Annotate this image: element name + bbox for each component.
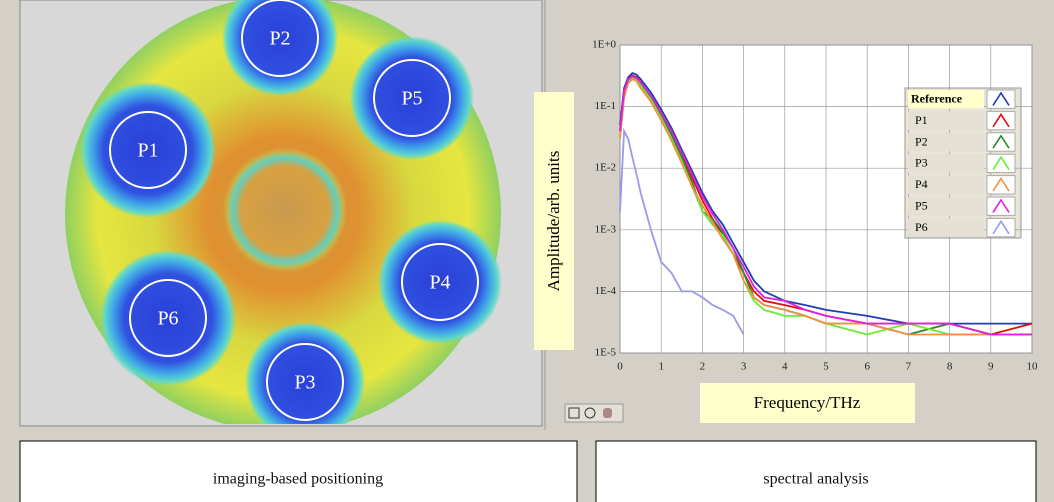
legend-label: P2	[915, 134, 928, 148]
y-tick-label: 1E-3	[595, 223, 617, 235]
hand-tool[interactable]	[603, 408, 612, 418]
position-marker	[401, 243, 479, 321]
blue-region	[350, 36, 474, 160]
legend-label: P4	[915, 177, 928, 191]
x-tick-label: 1	[658, 361, 664, 373]
legend-row	[908, 90, 984, 109]
legend-row	[908, 132, 984, 152]
legend-label: P5	[915, 198, 928, 212]
blue-region	[378, 220, 502, 344]
legend-swatch	[992, 112, 1010, 128]
legend-swatch	[992, 134, 1010, 149]
blue-region	[245, 322, 365, 424]
y-axis-label: Amplitude/arb. units	[544, 151, 563, 292]
position-marker	[129, 279, 207, 357]
x-tick-label: 3	[741, 361, 747, 373]
position-marker	[109, 111, 187, 189]
legend-label: P6	[915, 220, 928, 234]
y-tick-label: 1E-1	[595, 100, 616, 112]
legend-swatch	[992, 177, 1010, 192]
position-marker	[241, 0, 319, 77]
position-label: P5	[401, 88, 422, 110]
position-marker	[266, 343, 344, 421]
x-tick-label: 2	[700, 361, 706, 373]
y-tick-label: 1E-2	[595, 162, 616, 174]
legend-swatch	[992, 155, 1010, 171]
x-tick-label: 4	[782, 361, 788, 373]
y-tick-label: 1E-5	[595, 347, 617, 359]
legend-row	[908, 175, 984, 194]
x-tick-label: 8	[947, 361, 953, 373]
position-marker	[373, 59, 451, 137]
legend-row	[908, 111, 984, 130]
x-tick-label: 9	[988, 361, 994, 373]
legend-row	[908, 154, 984, 173]
y-tick-label: 1E+0	[592, 39, 616, 51]
toolbar-box	[564, 403, 624, 423]
legend-row	[908, 218, 984, 237]
legend-swatch	[992, 91, 1010, 106]
ylabel-box	[534, 92, 574, 350]
caption-box	[595, 440, 1037, 502]
legend-row	[908, 197, 984, 216]
xlabel-box	[700, 383, 915, 423]
legend-label: P1	[915, 113, 928, 127]
blue-region	[222, 0, 338, 96]
position-label: P1	[137, 140, 158, 162]
blue-region	[100, 250, 236, 386]
y-tick-label: 1E-4	[595, 285, 617, 297]
legend-swatch	[992, 198, 1010, 213]
x-tick-label: 0	[617, 361, 623, 373]
x-tick-label: 7	[906, 361, 912, 373]
toolbar	[564, 403, 624, 423]
position-label: P6	[157, 308, 178, 330]
caption-box	[19, 440, 578, 502]
series-line	[619, 78, 1032, 336]
x-tick-label: 10	[1027, 361, 1039, 373]
legend-label: P3	[915, 156, 928, 170]
x-tick-label: 6	[864, 361, 870, 373]
caption: spectral analysis	[763, 471, 868, 488]
position-label: P2	[269, 28, 290, 50]
x-tick-label: 5	[823, 361, 829, 373]
series-line	[619, 127, 745, 335]
series-line	[619, 72, 1032, 325]
legend-label: Reference	[911, 91, 963, 105]
center-region	[223, 148, 347, 272]
series-line	[619, 75, 1032, 336]
thz-image	[65, 0, 502, 424]
caption: imaging-based positioning	[213, 471, 383, 488]
position-label: P3	[294, 372, 315, 394]
blue-region	[80, 82, 216, 218]
legend-swatch	[992, 219, 1010, 235]
x-axis-label: Frequency/THz	[754, 393, 861, 412]
position-label: P4	[429, 272, 450, 294]
pan-tool[interactable]	[584, 407, 596, 419]
zoom-tool[interactable]	[568, 407, 580, 419]
